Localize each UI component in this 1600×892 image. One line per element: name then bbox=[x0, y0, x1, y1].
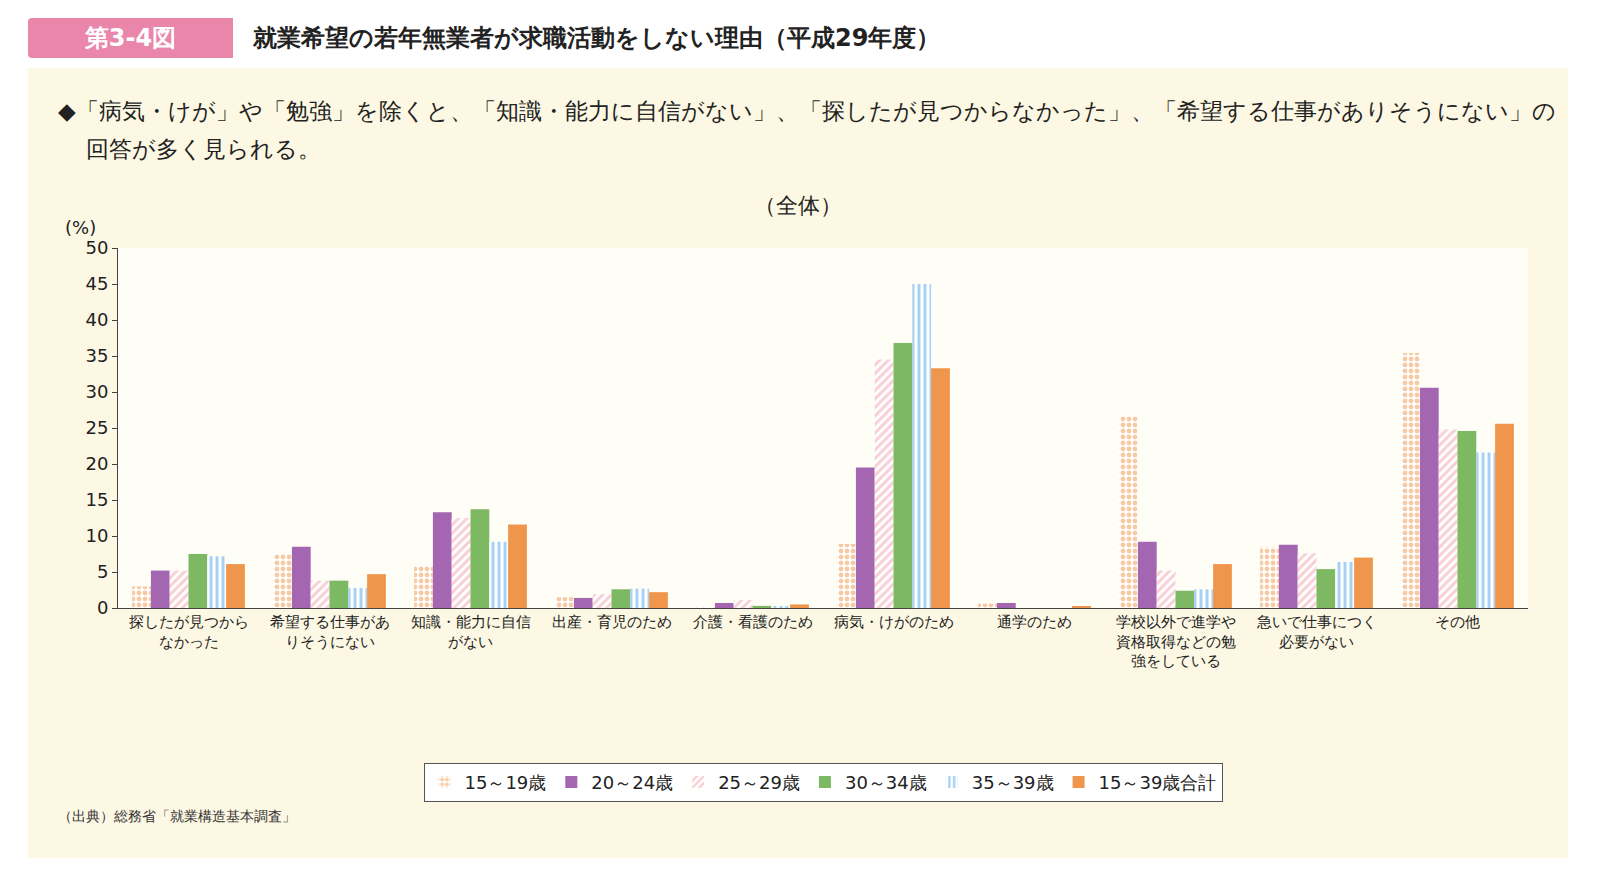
html-text:（出典）総務省「就業構造基本調査」: （出典）総務省「就業構造基本調査」 bbox=[58, 808, 296, 824]
svg-text:25～29歳: 25～29歳 bbox=[718, 772, 800, 793]
svg-text:(%): (%) bbox=[65, 217, 96, 238]
svg-text:30: 30 bbox=[85, 381, 108, 402]
svg-text:0: 0 bbox=[97, 597, 108, 618]
svg-text:45: 45 bbox=[85, 273, 108, 294]
svg-text:15～39歳合計: 15～39歳合計 bbox=[1099, 772, 1217, 793]
svg-text:希望する仕事がありそうにない: 希望する仕事がありそうにない bbox=[270, 613, 390, 651]
svg-text:その他: その他 bbox=[1435, 613, 1480, 631]
svg-text:介護・看護のため: 介護・看護のため bbox=[693, 613, 813, 631]
html-text:第3-4図: 第3-4図 bbox=[84, 24, 177, 52]
svg-text:35～39歳: 35～39歳 bbox=[972, 772, 1054, 793]
svg-text:15～19歳: 15～19歳 bbox=[465, 772, 547, 793]
svg-text:10: 10 bbox=[85, 525, 108, 546]
svg-text:30～34歳: 30～34歳 bbox=[845, 772, 927, 793]
svg-text:5: 5 bbox=[97, 561, 108, 582]
svg-text:（全体）: （全体） bbox=[754, 193, 842, 218]
svg-text:25: 25 bbox=[85, 417, 108, 438]
svg-text:40: 40 bbox=[85, 309, 108, 330]
svg-text:通学のため: 通学のため bbox=[997, 613, 1072, 631]
svg-text:20: 20 bbox=[85, 453, 108, 474]
svg-text:病気・けがのため: 病気・けがのため bbox=[834, 613, 954, 631]
svg-text:35: 35 bbox=[85, 345, 108, 366]
svg-text:50: 50 bbox=[85, 237, 108, 258]
svg-text:探したが見つからなかった: 探したが見つからなかった bbox=[129, 613, 249, 651]
svg-text:学校以外で進学や資格取得などの勉強をしている: 学校以外で進学や資格取得などの勉強をしている bbox=[1116, 613, 1236, 670]
svg-text:出産・育児のため: 出産・育児のため bbox=[552, 613, 672, 631]
html-text:◆「病気・けが」や「勉強」を除くと、「知識・能力に自信がない: ◆「病気・けが」や「勉強」を除くと、「知識・能力に自信がない」、「探したが見つか… bbox=[58, 98, 1556, 162]
svg-text:急いで仕事につく必要がない: 急いで仕事につく必要がない bbox=[1256, 613, 1377, 651]
svg-text:15: 15 bbox=[85, 489, 108, 510]
html-text:就業希望の若年無業者が求職活動をしない理由（平成29年度）: 就業希望の若年無業者が求職活動をしない理由（平成29年度） bbox=[253, 24, 941, 52]
svg-text:20～24歳: 20～24歳 bbox=[591, 772, 673, 793]
svg-text:知識・能力に自信がない: 知識・能力に自信がない bbox=[411, 613, 531, 651]
